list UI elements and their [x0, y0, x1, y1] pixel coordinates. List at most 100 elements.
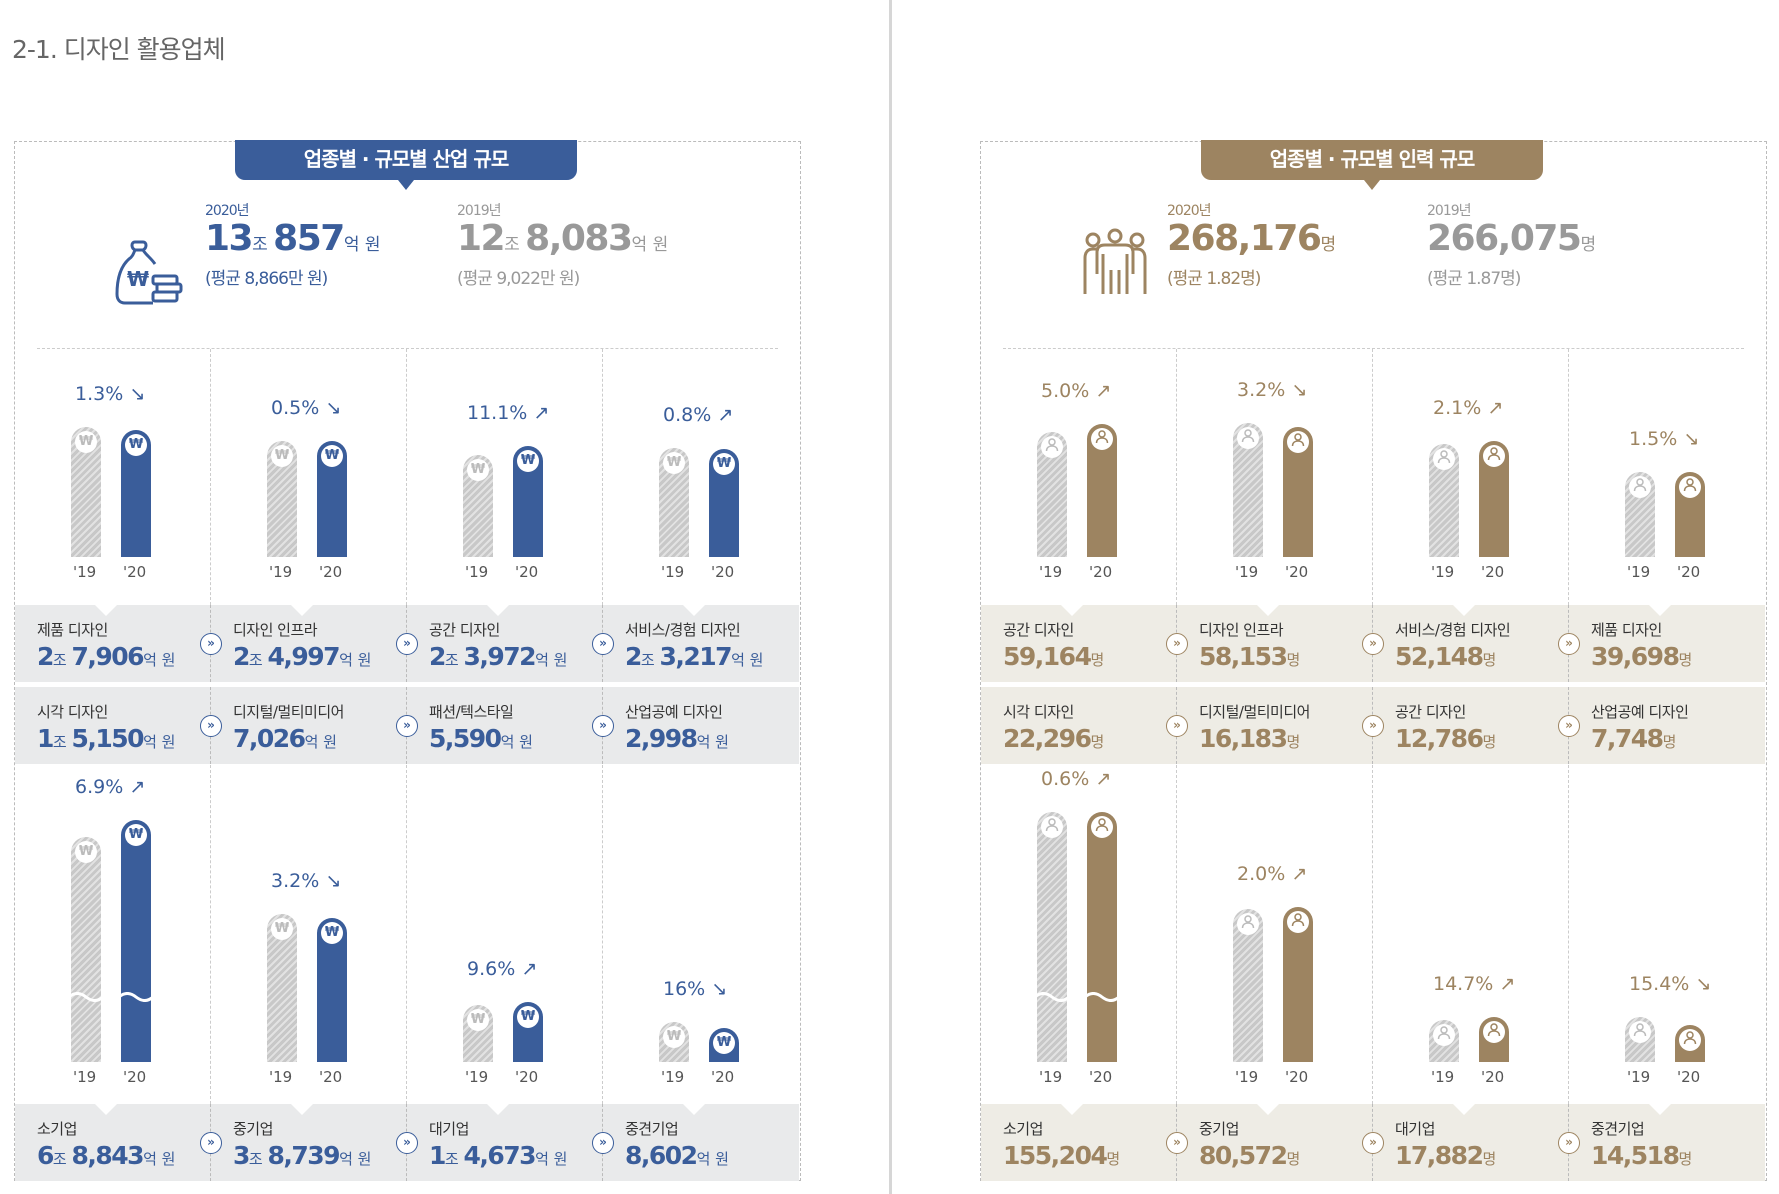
bar-2020: ₩ [709, 449, 739, 557]
bar-2020 [1283, 427, 1313, 557]
bar-2019 [1233, 909, 1263, 1062]
chevron-double-right-icon[interactable]: » [1166, 715, 1188, 737]
value-unit: 억 원 [696, 733, 729, 751]
info-cell: 패션/텍스타일 5,590억 원» [407, 687, 614, 764]
value-unit: 억 원 [696, 1150, 729, 1168]
person-icon [1433, 1024, 1455, 1046]
summary-y2020: 2020년 268,176명 (평균 1.82명) [1167, 200, 1336, 300]
value-number: 12 [457, 218, 506, 259]
value-number: 2 [233, 642, 250, 671]
bar-2019 [1625, 1017, 1655, 1062]
change-percent: 11.1% [467, 402, 528, 424]
year-label: '20 [319, 1068, 343, 1086]
chevron-double-right-icon[interactable]: » [592, 1132, 614, 1154]
year-label: '19 [73, 1068, 97, 1086]
year-label: '19 [465, 1068, 489, 1086]
value-unit: 조 [640, 651, 660, 669]
year-label: '20 [1285, 1068, 1309, 1086]
bar-group: '19 '20 3.2% ↘ [1177, 349, 1373, 605]
value-unit: 억 원 [339, 1150, 372, 1168]
trend-arrow-icon: ↘ [325, 397, 342, 419]
bar-group: ₩ '19 ₩ '20 0.8% ↗ [603, 349, 799, 605]
year-label: '20 [1677, 563, 1701, 581]
won-icon: ₩ [271, 445, 293, 467]
chevron-double-right-icon[interactable]: » [1558, 715, 1580, 737]
value-number: 857 [273, 218, 345, 259]
info-cell: 산업공예 디자인 7,748명 [1569, 687, 1765, 764]
people-icon [1079, 226, 1151, 302]
change-percent: 0.8% [663, 404, 712, 426]
change-label: 14.7% ↗ [1433, 973, 1515, 995]
category-value: 17,882명 [1395, 1141, 1568, 1170]
chevron-double-right-icon[interactable]: » [396, 633, 418, 655]
year-label: '20 [123, 1068, 147, 1086]
value-unit: 명 [1678, 651, 1693, 669]
chevron-double-right-icon[interactable]: » [1558, 1132, 1580, 1154]
year-label: '20 [711, 563, 735, 581]
value-number: 4,997 [267, 642, 340, 671]
year-label: '20 [515, 1068, 539, 1086]
chevron-double-right-icon[interactable]: » [592, 715, 614, 737]
category-label: 디지털/멀티미디어 [233, 703, 344, 721]
chevron-double-right-icon[interactable]: » [200, 715, 222, 737]
bar-2020: ₩ [317, 918, 347, 1062]
chevron-double-right-icon[interactable]: » [1166, 1132, 1188, 1154]
chevron-double-right-icon[interactable]: » [592, 633, 614, 655]
value-number: 80,572 [1199, 1141, 1288, 1170]
person-icon [1483, 1021, 1505, 1043]
change-label: 0.8% ↗ [663, 404, 733, 426]
bar-group: ₩ '19 ₩ '20 0.5% ↘ [211, 349, 407, 605]
value-unit: 조 [52, 733, 72, 751]
category-value: 1조 4,673억 원 [429, 1141, 602, 1170]
chevron-double-right-icon[interactable]: » [200, 633, 222, 655]
change-label: 16% ↘ [663, 978, 727, 1000]
value-number: 7,026 [233, 724, 306, 753]
person-icon [1483, 445, 1505, 467]
value-unit: 조 [504, 235, 526, 255]
category-value: 3조 8,739억 원 [233, 1141, 406, 1170]
bar-2020: ₩ [317, 441, 347, 557]
chevron-double-right-icon[interactable]: » [396, 1132, 418, 1154]
year-label: '19 [1039, 1068, 1063, 1086]
category-label: 서비스/경험 디자인 [1395, 621, 1511, 639]
won-icon: ₩ [75, 431, 97, 453]
chevron-double-right-icon[interactable]: » [200, 1132, 222, 1154]
value-number: 2 [429, 642, 446, 671]
chevron-double-right-icon[interactable]: » [1362, 1132, 1384, 1154]
bar-2019: ₩ [659, 448, 689, 557]
info-cell: 산업공예 디자인 2,998억 원 [603, 687, 799, 764]
change-label: 11.1% ↗ [467, 402, 549, 424]
value-number: 14,518 [1591, 1141, 1680, 1170]
value-unit: 억 원 [143, 651, 176, 669]
bar-group: ₩ '19 ₩ '20 11.1% ↗ [407, 349, 603, 605]
value-unit: 명 [1482, 1150, 1497, 1168]
info-cell: 공간 디자인 59,164명» [981, 605, 1188, 682]
change-label: 9.6% ↗ [467, 958, 537, 980]
change-label: 0.5% ↘ [271, 397, 341, 419]
category-value: 80,572명 [1199, 1141, 1372, 1170]
value-unit: 억 원 [500, 733, 533, 751]
info-cell: 중기업 3조 8,739억 원» [211, 1104, 418, 1181]
change-percent: 14.7% [1433, 973, 1494, 995]
value-unit: 억 원 [631, 235, 669, 255]
value-number: 8,739 [267, 1141, 340, 1170]
category-label: 디자인 인프라 [233, 621, 318, 639]
chevron-double-right-icon[interactable]: » [1166, 633, 1188, 655]
category-label: 소기업 [1003, 1120, 1043, 1138]
info-cell: 디지털/멀티미디어 16,183명» [1177, 687, 1384, 764]
chevron-double-right-icon[interactable]: » [1362, 633, 1384, 655]
category-value: 1조 5,150억 원 [37, 724, 210, 753]
change-percent: 5.0% [1041, 380, 1090, 402]
value-number: 12,786 [1395, 724, 1484, 753]
chevron-double-right-icon[interactable]: » [1558, 633, 1580, 655]
info-cell: 공간 디자인 12,786명» [1373, 687, 1580, 764]
bar-2019: ₩ [463, 1005, 493, 1062]
trend-arrow-icon: ↗ [1095, 768, 1112, 790]
chevron-double-right-icon[interactable]: » [396, 715, 418, 737]
category-value: 12,786명 [1395, 724, 1568, 753]
value-unit: 명 [1320, 235, 1337, 255]
category-label: 중견기업 [625, 1120, 679, 1138]
bar-2020: ₩ [121, 430, 151, 557]
axis-break-icon [119, 992, 153, 1002]
chevron-double-right-icon[interactable]: » [1362, 715, 1384, 737]
